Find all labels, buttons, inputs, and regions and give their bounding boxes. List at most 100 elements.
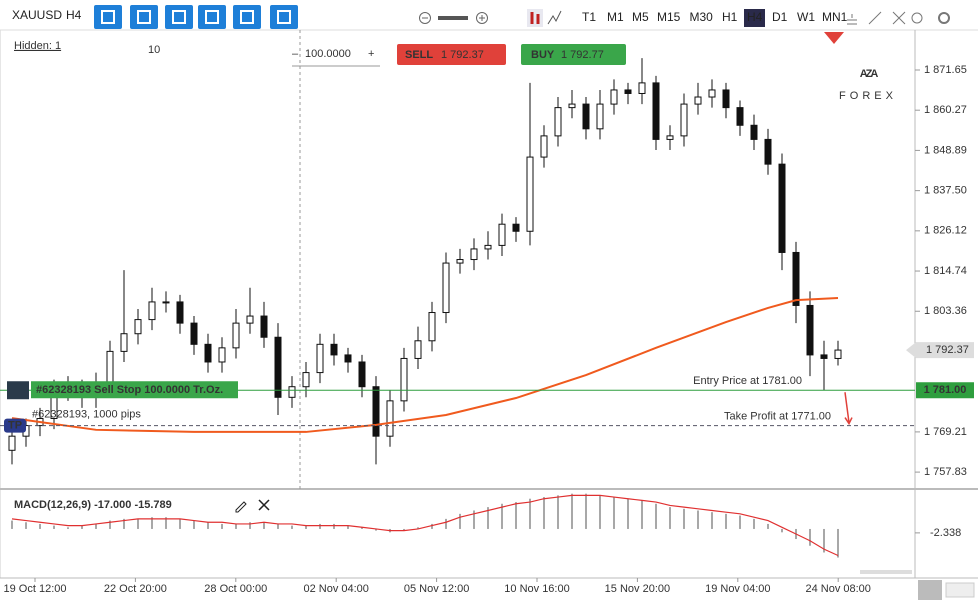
logo-bottom: FOREX: [839, 90, 897, 102]
timeframe[interactable]: M1: [607, 10, 624, 24]
timeframe[interactable]: H4: [747, 10, 763, 24]
buy-button[interactable]: [521, 44, 626, 65]
volume[interactable]: 100.0000: [305, 48, 351, 60]
timeframe[interactable]: M30: [690, 10, 714, 24]
candle-body: [652, 82, 660, 140]
logo-top: AZA: [860, 68, 879, 80]
candle-body: [372, 386, 380, 437]
candle-body: [764, 138, 772, 165]
tool-button[interactable]: [270, 5, 298, 29]
candle-body: [148, 301, 156, 321]
candle-body: [792, 251, 800, 306]
candle-body: [820, 354, 828, 359]
buy-price: 1 792.77: [561, 49, 604, 61]
candle-body: [204, 343, 212, 363]
candle-body: [358, 361, 366, 388]
candle-body: [834, 349, 842, 359]
candle-body: [218, 347, 226, 363]
tool-button[interactable]: [165, 5, 193, 29]
candle-type[interactable]: [527, 9, 543, 27]
order-box[interactable]: [31, 381, 238, 399]
current-tag-text: 1 792.37: [926, 344, 969, 356]
candle-body: [120, 333, 128, 352]
entry-label: Entry Price at 1781.00: [693, 375, 802, 387]
x-tick-label: 19 Oct 12:00: [4, 583, 67, 595]
line-type[interactable]: [547, 10, 562, 25]
indicator-btn[interactable]: [847, 14, 857, 25]
tool-button[interactable]: [130, 5, 158, 29]
vol-minus[interactable]: –: [292, 48, 299, 60]
candle-body: [736, 107, 744, 126]
y-tick-label: 1 769.21: [924, 426, 967, 438]
vol-plus[interactable]: +: [368, 48, 374, 60]
candle-body: [694, 96, 702, 105]
scroll-btn[interactable]: [945, 582, 975, 598]
candle-body: [274, 336, 282, 398]
zoom-in[interactable]: [476, 12, 488, 24]
macd-close[interactable]: [258, 499, 270, 511]
x-tick-label: 22 Oct 20:00: [104, 583, 167, 595]
candle-body: [638, 82, 646, 94]
tp-badge-text: TP: [8, 419, 22, 431]
macd-edit[interactable]: [235, 501, 247, 513]
chart-mode-btn[interactable]: [918, 580, 942, 600]
timeframe[interactable]: H1: [722, 10, 738, 24]
tool-button[interactable]: [198, 5, 226, 29]
y-tick-label: 1 826.12: [924, 225, 967, 237]
sell-button[interactable]: [397, 44, 506, 65]
moving-average: [11, 297, 839, 433]
candle-body: [596, 103, 604, 130]
scroll-marker[interactable]: [824, 32, 844, 44]
timeframe[interactable]: D1: [772, 10, 788, 24]
timeframe[interactable]: T1: [582, 10, 596, 24]
sell-price: 1 792.37: [441, 49, 484, 61]
draw-line-btn[interactable]: [868, 11, 882, 25]
order-icon[interactable]: [7, 381, 29, 400]
timeframe-active: [744, 9, 765, 27]
scrollbar[interactable]: [860, 570, 912, 574]
candle-body: [246, 315, 254, 324]
macd-title: MACD(12,26,9) -17.000 -15.789: [14, 499, 172, 511]
candle-body: [288, 386, 296, 398]
candle-body: [302, 372, 310, 388]
zoom-slider: [438, 16, 468, 20]
candle-body: [708, 89, 716, 98]
timeframes: T1 M1 M5 M15 M30 H1 H4 D1 W1 MN1: [582, 9, 848, 27]
lots-hint: 10: [148, 44, 160, 56]
hidden-link[interactable]: Hidden: 1: [14, 40, 61, 52]
x-tick-label: 15 Nov 20:00: [605, 583, 670, 595]
candle-body: [806, 304, 814, 356]
x-tick-label: 24 Nov 08:00: [805, 583, 870, 595]
zoom-out[interactable]: [419, 12, 431, 24]
candle-body: [498, 223, 506, 246]
y-tick-label: 1 848.89: [924, 144, 967, 156]
gauge-btn[interactable]: [911, 12, 923, 24]
crosshair-btn[interactable]: [892, 11, 906, 25]
tp-badge[interactable]: [4, 418, 26, 433]
candle-body: [162, 301, 170, 304]
x-tick-label: 28 Oct 00:00: [204, 583, 267, 595]
settings-btn[interactable]: [938, 12, 950, 24]
timeframe[interactable]: M15: [657, 10, 681, 24]
candle-body: [344, 354, 352, 363]
tool-button[interactable]: [233, 5, 261, 29]
y-tick-label: 1 757.83: [924, 466, 967, 478]
timeframe[interactable]: W1: [797, 10, 815, 24]
zoom-control[interactable]: [419, 12, 488, 24]
timeframe[interactable]: MN1: [822, 10, 848, 24]
macd-tick-label: -2.338: [930, 527, 961, 539]
candle-body: [680, 103, 688, 137]
candle-body: [386, 400, 394, 437]
tool-button[interactable]: [94, 5, 122, 29]
tool-icon: [172, 10, 186, 24]
x-tick-label: 02 Nov 04:00: [303, 583, 368, 595]
buy-label: BUY: [531, 49, 555, 61]
candle-body: [484, 244, 492, 250]
zoom-in-icon: [479, 15, 485, 21]
timeframe[interactable]: M5: [632, 10, 649, 24]
y-tick-label: 1 803.36: [924, 305, 967, 317]
candle-body: [778, 163, 786, 253]
tool-icon: [205, 10, 219, 24]
candle-icon: [530, 12, 540, 24]
